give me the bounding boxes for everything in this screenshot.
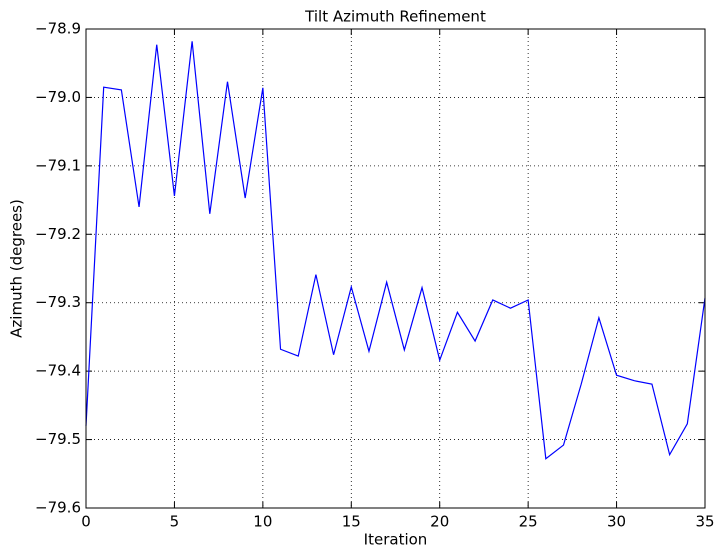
chart-title: Tilt Azimuth Refinement (304, 8, 486, 26)
y-tick-label: −79.4 (35, 362, 81, 380)
x-tick-label: 25 (519, 513, 538, 531)
y-tick-label: −79.2 (35, 225, 81, 243)
x-tick-label: 10 (253, 513, 272, 531)
x-tick-label: 15 (342, 513, 361, 531)
x-tick-label: 0 (81, 513, 91, 531)
plot-frame (85, 28, 706, 509)
y-tick-label: −78.9 (35, 20, 81, 38)
x-axis-label: Iteration (364, 531, 428, 549)
y-tick-label: −79.6 (35, 499, 81, 517)
y-tick-label: −79.3 (35, 293, 81, 311)
y-tick-label: −79.1 (35, 156, 81, 174)
data-line (85, 41, 706, 460)
y-tick-label: −79.5 (35, 430, 81, 448)
x-tick-label: 20 (430, 513, 449, 531)
x-tick-label: 35 (695, 513, 714, 531)
y-tick-label: −79.0 (35, 88, 81, 106)
x-tick-label: 30 (607, 513, 626, 531)
x-tick-label: 5 (170, 513, 180, 531)
y-axis-label: Azimuth (degrees) (8, 199, 26, 338)
